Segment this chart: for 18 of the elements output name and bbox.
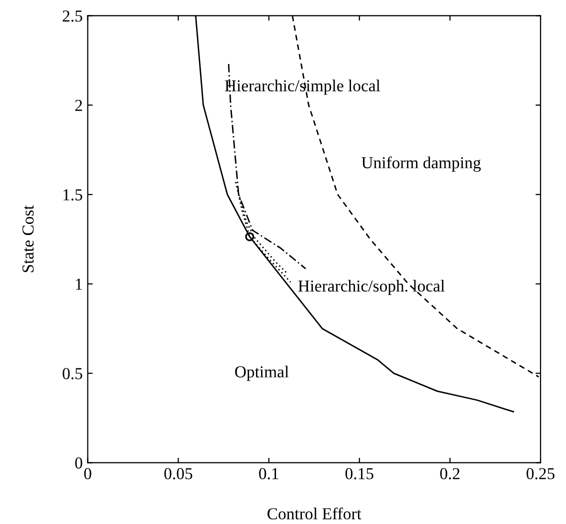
annotation: Hierarchic/simple local: [224, 80, 380, 95]
annotation: Uniform damping: [362, 156, 481, 172]
annotation: Hierarchic/soph. local: [298, 280, 445, 296]
x-tick-label: 0.05: [164, 468, 192, 480]
y-tick-label: 0.5: [62, 368, 82, 380]
x-tick-label: 0.1: [259, 468, 278, 480]
x-tick-label: 0.25: [526, 468, 554, 480]
annotation: Optimal: [235, 366, 289, 381]
y-tick-label: 1.5: [64, 189, 82, 201]
x-tick-label: 0.15: [345, 468, 374, 480]
y-tick-label: 2: [75, 100, 82, 111]
x-tick-label: 0: [84, 468, 92, 480]
y-tick-label: 1: [76, 278, 82, 290]
x-tick-label: 0.2: [440, 468, 460, 480]
x-axis-title: Control Effort: [268, 508, 362, 520]
y-axis-title: State Cost: [22, 205, 34, 272]
y-tick-label: 0: [75, 457, 82, 469]
y-tick-label: 2.5: [62, 10, 82, 22]
